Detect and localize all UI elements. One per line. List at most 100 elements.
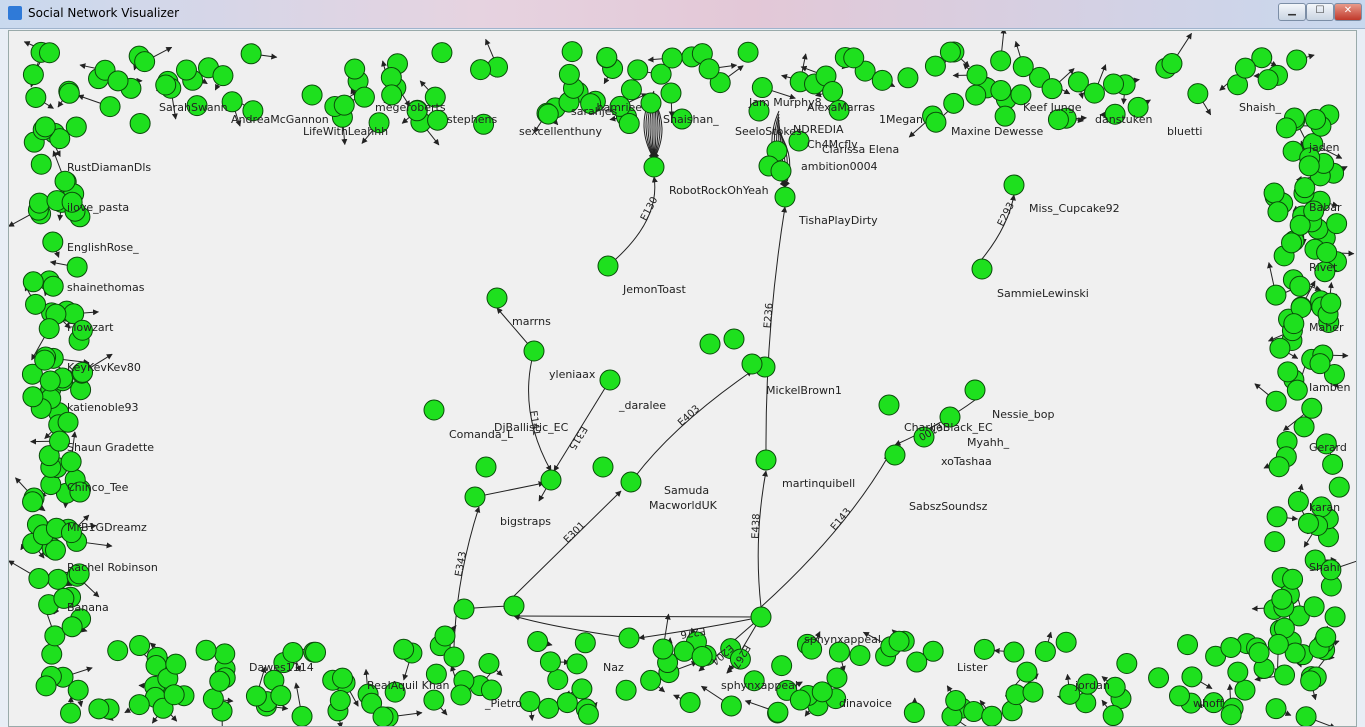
graph-node[interactable] bbox=[431, 42, 453, 64]
graph-node[interactable] bbox=[1282, 568, 1304, 590]
graph-node[interactable] bbox=[1304, 549, 1326, 571]
graph-node[interactable] bbox=[1267, 201, 1289, 223]
graph-node[interactable] bbox=[922, 640, 944, 662]
graph-node[interactable] bbox=[720, 695, 742, 717]
graph-node[interactable] bbox=[61, 191, 83, 213]
graph-node[interactable] bbox=[618, 113, 640, 135]
graph-node[interactable] bbox=[464, 486, 486, 508]
graph-node[interactable] bbox=[1083, 82, 1105, 104]
graph-node[interactable] bbox=[577, 703, 599, 725]
graph-node[interactable] bbox=[540, 469, 562, 491]
graph-node[interactable] bbox=[539, 651, 561, 673]
graph-node[interactable] bbox=[344, 58, 366, 80]
graph-node[interactable] bbox=[1281, 232, 1303, 254]
graph-node[interactable] bbox=[1177, 634, 1199, 656]
graph-node[interactable] bbox=[372, 706, 394, 727]
graph-node[interactable] bbox=[38, 318, 60, 340]
graph-node[interactable] bbox=[475, 456, 497, 478]
graph-node[interactable] bbox=[1323, 363, 1345, 385]
graph-node[interactable] bbox=[22, 386, 44, 408]
graph-node[interactable] bbox=[35, 675, 57, 697]
graph-node[interactable] bbox=[1181, 666, 1203, 688]
graph-node[interactable] bbox=[599, 369, 621, 391]
graph-node[interactable] bbox=[384, 681, 406, 703]
graph-node[interactable] bbox=[99, 96, 121, 118]
graph-node[interactable] bbox=[212, 65, 234, 87]
graph-node[interactable] bbox=[691, 645, 713, 667]
graph-node[interactable] bbox=[945, 689, 967, 711]
graph-node[interactable] bbox=[699, 333, 721, 355]
graph-node[interactable] bbox=[480, 679, 502, 701]
graph-node[interactable] bbox=[42, 231, 64, 253]
graph-node[interactable] bbox=[650, 63, 672, 85]
graph-node[interactable] bbox=[368, 112, 390, 134]
maximize-button[interactable]: ☐ bbox=[1306, 3, 1334, 21]
graph-node[interactable] bbox=[943, 92, 965, 114]
graph-node[interactable] bbox=[1257, 69, 1279, 91]
graph-node[interactable] bbox=[990, 80, 1012, 102]
graph-node[interactable] bbox=[54, 170, 76, 192]
graph-node[interactable] bbox=[1320, 292, 1342, 314]
graph-node[interactable] bbox=[1328, 476, 1350, 498]
graph-node[interactable] bbox=[1234, 679, 1256, 701]
graph-node[interactable] bbox=[478, 653, 500, 675]
graph-node[interactable] bbox=[443, 646, 465, 668]
graph-node[interactable] bbox=[698, 58, 720, 80]
graph-node[interactable] bbox=[751, 77, 773, 99]
graph-node[interactable] bbox=[1320, 559, 1342, 581]
graph-node[interactable] bbox=[1059, 683, 1081, 705]
graph-node[interactable] bbox=[741, 353, 763, 375]
graph-node[interactable] bbox=[301, 84, 323, 106]
graph-node[interactable] bbox=[973, 638, 995, 660]
graph-node[interactable] bbox=[1316, 241, 1338, 263]
graph-node[interactable] bbox=[519, 691, 541, 713]
graph-node[interactable] bbox=[88, 698, 110, 720]
graph-node[interactable] bbox=[107, 640, 129, 662]
graph-node[interactable] bbox=[129, 635, 151, 657]
graph-node[interactable] bbox=[965, 84, 987, 106]
graph-node[interactable] bbox=[1266, 506, 1288, 528]
graph-node[interactable] bbox=[30, 153, 52, 175]
graph-node[interactable] bbox=[1297, 512, 1319, 534]
graph-node[interactable] bbox=[209, 670, 231, 692]
graph-node[interactable] bbox=[1187, 83, 1209, 105]
graph-node[interactable] bbox=[990, 50, 1012, 72]
graph-node[interactable] bbox=[175, 59, 197, 81]
graph-node[interactable] bbox=[627, 59, 649, 81]
graph-node[interactable] bbox=[1263, 182, 1285, 204]
graph-node[interactable] bbox=[49, 128, 71, 150]
graph-node[interactable] bbox=[571, 678, 593, 700]
graph-node[interactable] bbox=[709, 72, 731, 94]
graph-node[interactable] bbox=[1268, 456, 1290, 478]
graph-node[interactable] bbox=[424, 86, 446, 108]
graph-node[interactable] bbox=[924, 55, 946, 77]
graph-node[interactable] bbox=[1326, 213, 1348, 235]
close-button[interactable]: ✕ bbox=[1334, 3, 1362, 21]
graph-node[interactable] bbox=[1220, 704, 1242, 726]
graph-node[interactable] bbox=[640, 92, 662, 114]
graph-node[interactable] bbox=[770, 160, 792, 182]
graph-node[interactable] bbox=[60, 451, 82, 473]
graph-node[interactable] bbox=[981, 705, 1003, 726]
graph-node[interactable] bbox=[1251, 47, 1273, 69]
graph-node[interactable] bbox=[574, 632, 596, 654]
graph-node[interactable] bbox=[1003, 641, 1025, 663]
graph-node[interactable] bbox=[878, 394, 900, 416]
graph-node[interactable] bbox=[1103, 73, 1125, 95]
graph-node[interactable] bbox=[242, 100, 264, 122]
graph-node[interactable] bbox=[673, 640, 695, 662]
graph-node[interactable] bbox=[453, 598, 475, 620]
graph-node[interactable] bbox=[558, 63, 580, 85]
graph-node[interactable] bbox=[1041, 78, 1063, 100]
graph-node[interactable] bbox=[1168, 685, 1190, 707]
graph-node[interactable] bbox=[596, 46, 618, 68]
graph-node[interactable] bbox=[1271, 588, 1293, 610]
graph-node[interactable] bbox=[1055, 631, 1077, 653]
graph-node[interactable] bbox=[406, 100, 428, 122]
graph-node[interactable] bbox=[186, 95, 208, 117]
graph-node[interactable] bbox=[1301, 397, 1323, 419]
graph-node[interactable] bbox=[1265, 390, 1287, 412]
graph-node[interactable] bbox=[871, 69, 893, 91]
graph-node[interactable] bbox=[1309, 353, 1331, 375]
